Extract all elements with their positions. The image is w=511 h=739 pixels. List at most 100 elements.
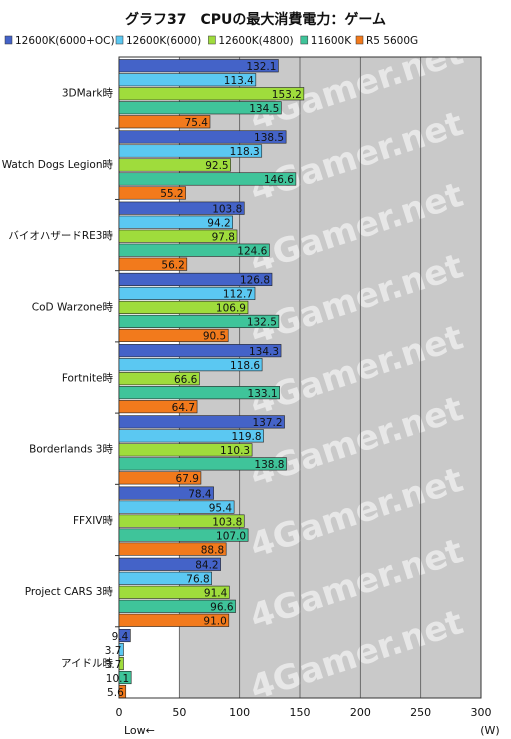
bar-2-2	[118, 229, 238, 243]
bar-0-1	[118, 73, 257, 87]
x-tick-label-5: 250	[410, 706, 431, 719]
data-label-1-3: 146.6	[264, 174, 294, 186]
bar-4-2	[118, 372, 200, 386]
low-label: Low←	[124, 724, 155, 737]
data-label-1-2: 92.5	[205, 160, 228, 172]
category-label-5: Borderlands 3時	[29, 444, 113, 456]
bar-1-1	[118, 144, 263, 158]
plot-band	[420, 57, 481, 698]
x-tick-label-0: 0	[116, 706, 123, 719]
data-label-8-0: 9.4	[112, 631, 129, 643]
bar-2-0	[118, 201, 245, 215]
chart-title: グラフ37 CPUの最大消費電力：ゲーム	[125, 11, 386, 28]
bar-7-2	[118, 585, 230, 599]
data-label-4-3: 133.1	[248, 388, 278, 400]
bar-3-0	[118, 272, 273, 286]
category-label-7: Project CARS 3時	[25, 586, 114, 598]
data-label-0-4: 75.4	[185, 117, 209, 129]
legend-swatch-0	[4, 35, 13, 45]
data-label-3-1: 112.7	[223, 289, 253, 301]
bar-7-4	[118, 613, 230, 627]
data-label-4-1: 118.6	[230, 360, 260, 372]
bar-3-4	[118, 328, 229, 342]
bar-7-0	[118, 557, 221, 571]
bar-0-2	[118, 87, 305, 101]
data-label-3-0: 126.8	[240, 275, 270, 287]
data-label-5-4: 67.9	[176, 473, 199, 485]
data-label-5-1: 119.8	[231, 431, 261, 443]
data-label-8-4: 5.6	[107, 687, 124, 699]
data-label-5-0: 137.2	[252, 417, 282, 429]
bar-7-1	[118, 571, 212, 585]
legend-label-2: 12600K(4800)	[218, 35, 293, 47]
bar-6-0	[118, 486, 214, 500]
category-label-4: Fortnite時	[62, 373, 114, 385]
bar-8-0	[118, 628, 131, 643]
data-label-5-3: 138.8	[254, 459, 284, 471]
bar-2-4	[118, 257, 188, 271]
legend-swatch-2	[208, 35, 216, 45]
data-label-3-4: 90.5	[203, 331, 226, 343]
data-label-4-2: 66.6	[174, 374, 198, 386]
data-label-2-2: 97.8	[212, 231, 235, 243]
bar-1-4	[118, 186, 186, 200]
bar-3-2	[118, 300, 249, 314]
data-label-0-1: 113.4	[224, 75, 254, 87]
category-label-3: CoD Warzone時	[32, 301, 114, 313]
data-label-8-2: 3.7	[105, 659, 122, 671]
data-label-7-0: 84.2	[195, 560, 218, 572]
data-label-1-1: 118.3	[230, 146, 260, 158]
unit-label: (W)	[480, 724, 499, 737]
x-tick-label-2: 100	[229, 706, 250, 719]
data-label-6-2: 103.8	[212, 516, 242, 528]
x-tick-label-6: 300	[471, 706, 492, 719]
legend-swatch-1	[115, 35, 124, 45]
data-label-2-0: 103.8	[212, 203, 242, 215]
bar-8-4	[118, 684, 127, 699]
plot-band	[300, 57, 361, 698]
bar-8-2	[118, 656, 124, 671]
x-tick-label-4: 200	[350, 706, 371, 719]
category-label-0: 3DMark時	[62, 88, 114, 100]
category-label-2: バイオハザードRE3時	[8, 230, 113, 242]
data-label-8-3: 10.1	[106, 673, 129, 685]
legend-swatch-3	[300, 35, 309, 45]
legend-label-0: 12600K(6000+OC)	[15, 35, 115, 47]
legend-label-3: 11600K	[311, 35, 352, 47]
bar-8-3	[118, 670, 132, 685]
bar-6-4	[118, 542, 227, 556]
data-label-3-2: 106.9	[216, 303, 246, 315]
legend-label-1: 12600K(6000)	[126, 35, 201, 47]
data-label-6-0: 78.4	[188, 488, 212, 500]
bar-0-0	[118, 59, 279, 73]
data-label-6-3: 107.0	[216, 530, 246, 542]
plot-band	[239, 57, 300, 698]
bar-5-4	[118, 471, 202, 485]
data-label-0-3: 134.5	[249, 103, 279, 115]
bar-8-1	[118, 642, 124, 657]
bar-5-0	[118, 415, 285, 429]
data-label-0-0: 132.1	[246, 61, 276, 73]
bar-0-3	[118, 101, 282, 115]
data-label-6-4: 88.8	[201, 544, 224, 556]
bar-1-0	[118, 130, 287, 144]
bar-4-3	[118, 386, 280, 400]
data-label-4-0: 134.3	[249, 346, 279, 358]
bar-5-3	[118, 457, 287, 471]
bar-4-0	[118, 344, 282, 358]
data-label-3-3: 132.5	[247, 317, 277, 329]
bar-5-1	[118, 429, 264, 443]
x-tick-label-3: 150	[290, 706, 311, 719]
data-label-7-3: 96.6	[210, 602, 234, 614]
plot-band	[360, 57, 421, 698]
bar-6-1	[118, 500, 235, 514]
data-label-0-2: 153.2	[272, 89, 302, 101]
bar-4-4	[118, 400, 198, 414]
legend-label-4: R5 5600G	[366, 35, 418, 47]
data-label-4-4: 64.7	[172, 402, 195, 414]
bar-6-2	[118, 514, 245, 528]
bar-1-2	[118, 158, 231, 172]
x-tick-label-1: 50	[172, 706, 186, 719]
data-label-1-4: 55.2	[160, 188, 183, 200]
category-label-8: アイドル時	[61, 657, 113, 669]
